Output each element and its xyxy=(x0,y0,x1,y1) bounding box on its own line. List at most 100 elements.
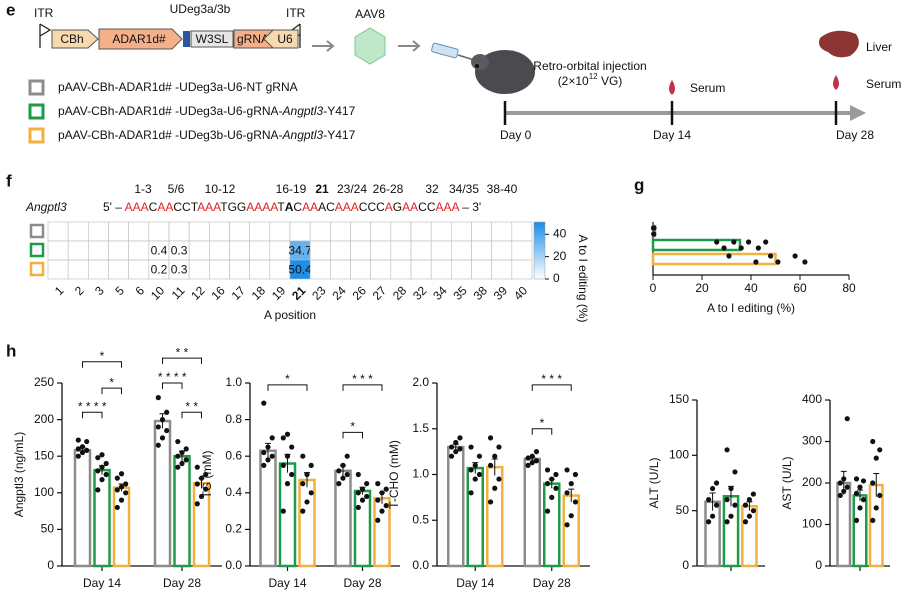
arrow xyxy=(398,40,421,52)
bar xyxy=(278,462,297,568)
data-point xyxy=(768,253,774,259)
data-point xyxy=(706,497,712,503)
site-label: 10-12 xyxy=(205,182,236,196)
heat-cell xyxy=(491,240,513,261)
data-point xyxy=(726,253,732,259)
sequence-part: AAAA xyxy=(246,200,278,214)
data-point xyxy=(742,519,749,525)
legend-text: -Y417 xyxy=(323,104,355,118)
heat-cell xyxy=(47,240,69,261)
heat-cell xyxy=(390,240,412,261)
data-point xyxy=(155,395,161,401)
heat-cell xyxy=(491,259,513,280)
data-point xyxy=(860,478,867,484)
cell-label: 0.4 xyxy=(151,244,168,258)
heat-cell xyxy=(370,259,392,280)
data-point xyxy=(284,481,291,487)
heat-cell xyxy=(209,259,230,280)
data-point xyxy=(728,513,734,519)
data-point xyxy=(355,504,361,511)
data-point xyxy=(457,446,463,452)
heat-cell xyxy=(188,221,210,242)
data-point xyxy=(164,409,170,415)
data-point xyxy=(731,239,737,245)
y-tick-label: 2.0 xyxy=(412,375,429,389)
heat-cell xyxy=(330,221,351,242)
site-label: 38-40 xyxy=(487,182,518,196)
sequence-part: T xyxy=(277,200,285,214)
heat-cell xyxy=(249,259,271,280)
data-point xyxy=(792,253,798,259)
data-point xyxy=(533,458,540,464)
x-tick-label: 80 xyxy=(842,281,856,295)
error-bar xyxy=(873,472,880,497)
y-tick-label: 400 xyxy=(802,392,822,406)
data-point xyxy=(179,449,185,456)
sequence-part: AA xyxy=(302,200,318,214)
sequence-part: 5' – xyxy=(103,200,125,214)
row-marker xyxy=(29,223,45,239)
x-tick-label: 0 xyxy=(650,281,657,295)
heat-cell xyxy=(67,240,89,261)
data-point xyxy=(713,480,720,486)
sequence-part: CC xyxy=(418,200,436,214)
x-tick-label: 35 xyxy=(450,283,470,303)
data-point xyxy=(75,437,81,443)
legend-label: pAAV-CBh-ADAR1d# -UDeg3a-U6-gRNA-Angptl3… xyxy=(58,104,356,118)
legend-swatch xyxy=(28,127,45,144)
y-tick-label: 50 xyxy=(41,522,55,536)
sequence-part: AA xyxy=(157,200,173,214)
degron xyxy=(183,31,190,47)
x-tick-label: 28 xyxy=(390,283,410,303)
dose-label: (2×1012 VG) xyxy=(558,72,623,88)
significance-label: * * * * xyxy=(158,370,187,384)
heat-cell xyxy=(511,259,533,280)
data-point xyxy=(877,492,883,499)
data-point xyxy=(568,513,574,519)
legend-text: -Y417 xyxy=(323,128,355,142)
significance-bracket xyxy=(531,384,572,391)
y-tick-label: 200 xyxy=(802,475,822,489)
data-point xyxy=(261,400,267,406)
bar xyxy=(447,445,465,568)
y-tick-label: 0.6 xyxy=(225,448,242,462)
heat-cell xyxy=(229,221,250,242)
data-point xyxy=(553,471,559,478)
heat-cell xyxy=(410,259,432,280)
gene-label: ADAR1d# xyxy=(112,32,166,46)
data-point xyxy=(103,471,109,478)
data-point xyxy=(198,493,205,500)
itr-label: ITR xyxy=(286,6,306,20)
x-tick-label: 17 xyxy=(229,283,249,303)
significance-label: * xyxy=(350,420,355,434)
data-point xyxy=(261,462,267,468)
sample-label: Serum xyxy=(690,81,725,95)
data-point xyxy=(844,484,850,490)
row-marker xyxy=(29,242,45,258)
x-tick-label: 18 xyxy=(249,283,269,303)
data-point xyxy=(164,427,170,434)
data-point xyxy=(853,490,860,496)
legend-text: Angptl3 xyxy=(282,128,324,142)
significance-label: * * xyxy=(176,345,189,359)
data-point xyxy=(755,245,761,251)
sequence-part: AA xyxy=(402,200,418,214)
heat-cell xyxy=(390,221,412,242)
u6-promoter xyxy=(263,29,299,49)
colorbar-label: A to I editing (%) xyxy=(576,234,590,322)
data-point xyxy=(709,485,716,492)
y-tick-label: 0.5 xyxy=(412,512,429,526)
data-point xyxy=(99,477,105,483)
sample-label: Serum xyxy=(866,77,901,91)
data-point xyxy=(198,475,205,481)
data-point xyxy=(837,480,843,486)
data-point xyxy=(775,259,781,265)
data-point xyxy=(183,457,189,463)
site-label: 21 xyxy=(315,182,329,196)
data-point xyxy=(750,508,756,514)
y-tick-label: 150 xyxy=(669,392,689,406)
data-point xyxy=(487,435,494,441)
data-point xyxy=(289,471,295,478)
